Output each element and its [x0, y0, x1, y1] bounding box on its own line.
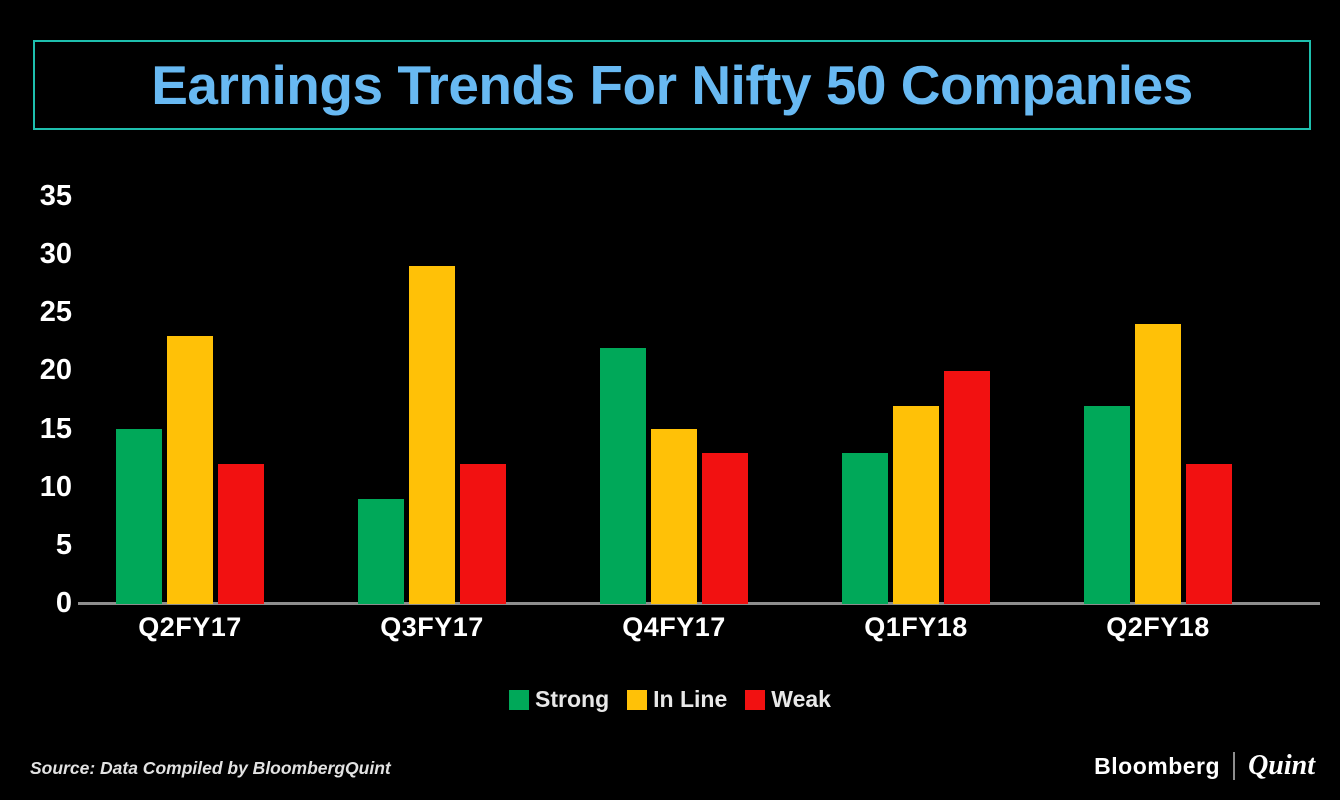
legend-swatch-weak	[745, 689, 766, 710]
bar-strong-q4fy17	[600, 347, 646, 604]
x-axis-label-q2fy18: Q2FY18	[1106, 612, 1210, 642]
legend-item-strong: Strong	[509, 686, 609, 713]
y-tick-label-30: 30	[39, 238, 72, 271]
bar-weak-q2fy17	[218, 464, 264, 604]
bar-in-line-q1fy18	[893, 405, 939, 604]
bar-weak-q1fy18	[944, 370, 990, 604]
y-tick-label-0: 0	[55, 586, 72, 619]
bar-groups	[116, 265, 1232, 604]
bar-strong-q1fy18	[842, 452, 888, 604]
x-axis-label-q3fy17: Q3FY17	[380, 612, 484, 642]
bar-strong-q3fy17	[358, 499, 404, 604]
bar-in-line-q4fy17	[651, 429, 697, 604]
x-axis-label-q2fy17: Q2FY17	[138, 612, 242, 642]
x-axis-labels: Q2FY17 Q3FY17 Q4FY17 Q1FY18 Q2FY18	[116, 612, 1232, 643]
source-note: Source: Data Compiled by BloombergQuint	[30, 758, 391, 778]
bar-group-q3fy17	[358, 265, 506, 604]
logo-divider	[1233, 752, 1236, 780]
legend-item-in-line: In Line	[627, 686, 727, 713]
chart-title-box: Earnings Trends For Nifty 50 Companies	[33, 40, 1311, 130]
legend-swatch-strong	[509, 689, 530, 710]
bar-group-q2fy17	[116, 335, 264, 604]
branding-logo: Bloomberg Quint	[1094, 750, 1315, 782]
x-axis-label-q1fy18: Q1FY18	[864, 612, 968, 642]
y-tick-label-15: 15	[39, 412, 72, 445]
legend-swatch-in-line	[627, 689, 648, 710]
legend: Strong In Line Weak	[0, 686, 1340, 713]
bloomberg-logo: Bloomberg	[1094, 752, 1221, 779]
bar-in-line-q2fy18	[1135, 324, 1181, 604]
legend-label-weak: Weak	[771, 686, 831, 712]
quint-logo: Quint	[1248, 750, 1315, 781]
bar-weak-q3fy17	[460, 464, 506, 604]
y-tick-label-25: 25	[39, 296, 72, 329]
chart-title: Earnings Trends For Nifty 50 Companies	[151, 54, 1193, 116]
bar-group-q4fy17	[600, 347, 748, 604]
bar-group-q2fy18	[1084, 324, 1232, 604]
y-tick-label-5: 5	[55, 528, 72, 561]
bar-in-line-q2fy17	[167, 335, 213, 604]
y-tick-label-35: 35	[39, 180, 72, 212]
bar-strong-q2fy17	[116, 429, 162, 604]
bar-in-line-q3fy17	[409, 265, 455, 604]
y-axis-labels: 35 30 25 20 15 10 5 0	[0, 182, 72, 618]
legend-item-weak: Weak	[745, 686, 831, 713]
y-tick-label-10: 10	[39, 470, 72, 503]
legend-label-in-line: In Line	[653, 686, 728, 712]
legend-label-strong: Strong	[535, 686, 610, 712]
bar-weak-q2fy18	[1186, 464, 1232, 604]
x-axis-label-q4fy17: Q4FY17	[622, 612, 726, 642]
x-axis-line	[78, 602, 1320, 605]
bar-weak-q4fy17	[702, 452, 748, 604]
bar-strong-q2fy18	[1084, 405, 1130, 604]
y-tick-label-20: 20	[39, 354, 72, 387]
bar-group-q1fy18	[842, 370, 990, 604]
